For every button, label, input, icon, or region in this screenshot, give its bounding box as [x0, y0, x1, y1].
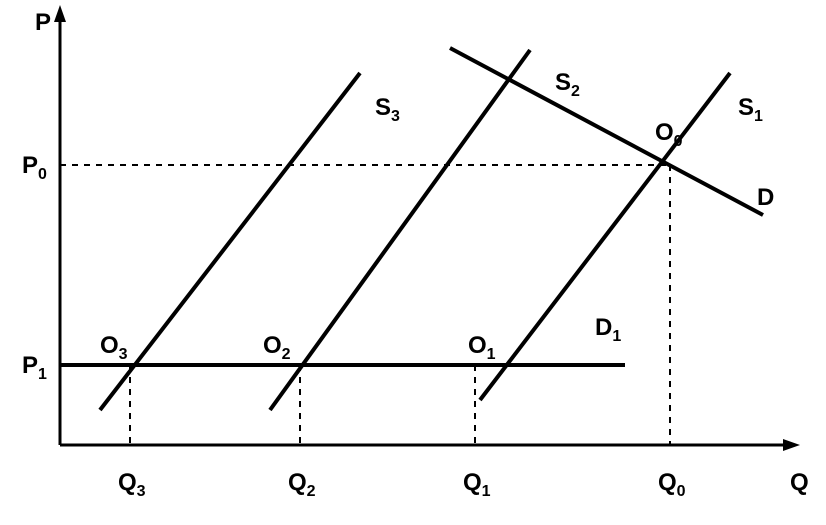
label-o1: O1: [468, 332, 496, 363]
label-o0: O0: [655, 119, 683, 150]
label-s2: S2: [555, 69, 580, 100]
label-q0: Q0: [658, 469, 686, 500]
y-axis-label: P: [35, 9, 51, 36]
label-p1: P1: [22, 352, 47, 383]
label-d: D: [757, 184, 774, 211]
supply-line-s1: [480, 73, 730, 400]
label-d1: D1: [595, 314, 621, 345]
supply-line-s3: [100, 73, 360, 410]
supply-demand-diagram: P Q P0 P1 Q3 Q2 Q1 Q0 S1 S2 S3 D D1 O0 O…: [0, 0, 826, 525]
y-axis-arrow: [54, 5, 66, 22]
label-q3: Q3: [118, 469, 146, 500]
label-q2: Q2: [288, 469, 316, 500]
demand-lines: [60, 48, 763, 365]
guides: [60, 165, 670, 445]
supply-lines: [100, 50, 730, 410]
label-o2: O2: [263, 332, 291, 363]
label-p0: P0: [22, 152, 47, 183]
axes: [54, 5, 800, 451]
label-s3: S3: [375, 94, 400, 125]
x-axis-label: Q: [790, 469, 809, 496]
x-axis-arrow: [783, 439, 800, 451]
label-o3: O3: [100, 332, 128, 363]
label-q1: Q1: [463, 469, 491, 500]
label-s1: S1: [738, 94, 763, 125]
labels: P Q P0 P1 Q3 Q2 Q1 Q0 S1 S2 S3 D D1 O0 O…: [22, 9, 809, 500]
demand-line-d: [450, 48, 763, 215]
